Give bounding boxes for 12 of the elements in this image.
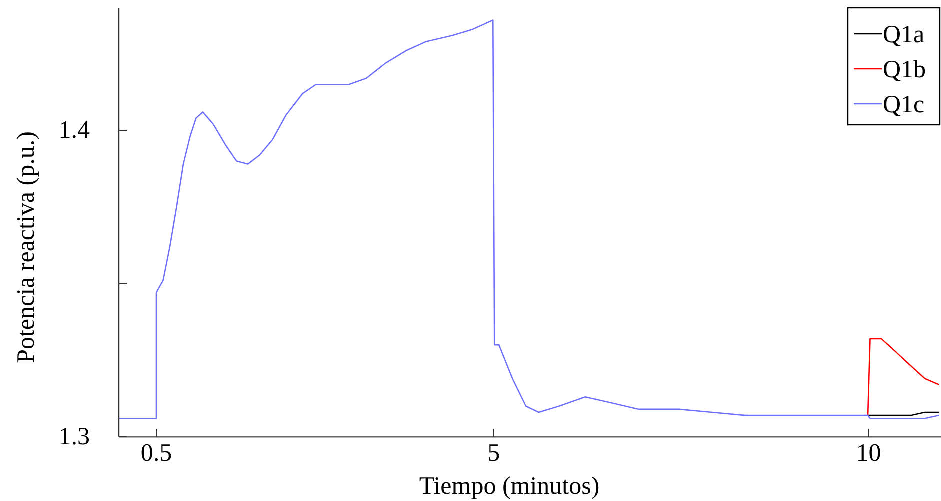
- x-axis-title: Tiempo (minutos): [419, 473, 600, 500]
- y-axis-title: Potencia reactiva (p.u.): [13, 132, 40, 364]
- line-series: [867, 338, 940, 416]
- line-series: [119, 20, 940, 420]
- legend-label: Q1a: [883, 22, 925, 48]
- x-tick-label: 0.5: [140, 440, 172, 467]
- y-tick-label: 1.4: [58, 117, 90, 144]
- legend-label: Q1c: [883, 92, 925, 118]
- y-tick-label: 1.3: [58, 424, 90, 450]
- legend-label: Q1b: [883, 56, 926, 84]
- x-tick-label: 10: [856, 440, 882, 467]
- x-tick-label: 5: [488, 440, 500, 467]
